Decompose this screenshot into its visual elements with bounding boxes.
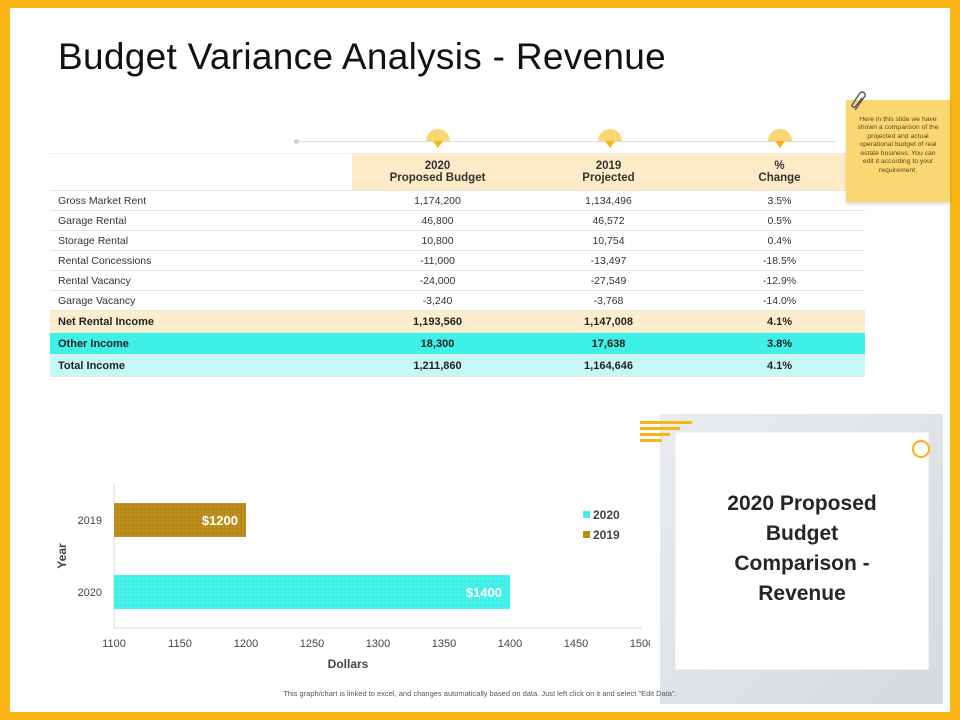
header-line: Change [758, 172, 801, 184]
table-header-row: 2020 Proposed Budget 2019 Projected % Ch… [50, 153, 865, 191]
table-row: Garage Rental 46,800 46,572 0.5% [50, 210, 865, 231]
cell-projected: -27,549 [523, 270, 694, 291]
header-line: 2019 [595, 160, 622, 172]
cell-budget: 1,211,860 [352, 354, 523, 377]
bar-2019 [114, 503, 246, 537]
cell-projected: 1,164,646 [523, 354, 694, 377]
cell-budget: 10,800 [352, 230, 523, 251]
cell-projected: 17,638 [523, 332, 694, 355]
column-marker-icon [426, 129, 450, 148]
budget-table-container: 2020 Proposed Budget 2019 Projected % Ch… [50, 153, 865, 377]
budget-table: 2020 Proposed Budget 2019 Projected % Ch… [50, 153, 865, 377]
card-ring-icon [912, 440, 930, 458]
cell-budget: -24,000 [352, 270, 523, 291]
column-marker-icon [598, 129, 622, 148]
cell-projected: 46,572 [523, 210, 694, 231]
cell-budget: 1,193,560 [352, 310, 523, 333]
y-axis-label: Year [55, 543, 69, 569]
header-line: 2020 [424, 160, 451, 172]
row-label: Other Income [50, 332, 352, 355]
x-tick-label: 1350 [432, 638, 456, 650]
bar-data-label: $1200 [202, 513, 238, 528]
cell-change: -12.9% [694, 270, 865, 291]
card-title-line: Revenue [758, 582, 846, 605]
header-proposed-budget: 2020 Proposed Budget [352, 153, 523, 191]
cell-change: 4.1% [694, 310, 865, 333]
column-track-line [296, 141, 836, 142]
row-label: Garage Vacancy [50, 290, 352, 311]
header-projected: 2019 Projected [523, 153, 694, 191]
cell-budget: -11,000 [352, 250, 523, 271]
cell-projected: 10,754 [523, 230, 694, 251]
cell-change: -18.5% [694, 250, 865, 271]
row-label: Garage Rental [50, 210, 352, 231]
cell-change: 3.8% [694, 332, 865, 355]
x-tick-label: 1400 [498, 638, 522, 650]
card-title-line: Budget [765, 522, 839, 545]
footnote: This graph/chart is linked to excel, and… [283, 689, 677, 698]
x-axis-label: Dollars [328, 657, 369, 671]
legend-label: 2019 [593, 528, 620, 542]
cell-projected: -3,768 [523, 290, 694, 311]
card-title: 2020 Proposed Budget Comparison - Revenu… [676, 489, 928, 609]
row-label: Gross Market Rent [50, 190, 352, 211]
cell-projected: -13,497 [523, 250, 694, 271]
table-row: Garage Vacancy -3,240 -3,768 -14.0% [50, 290, 865, 311]
cell-budget: 1,174,200 [352, 190, 523, 211]
header-line: % [774, 160, 785, 172]
table-row: Gross Market Rent 1,174,200 1,134,496 3.… [50, 190, 865, 211]
card-title-line: 2020 Proposed [727, 492, 877, 515]
header-change: % Change [694, 153, 865, 191]
legend-label: 2020 [593, 508, 620, 522]
cell-budget: 46,800 [352, 210, 523, 231]
cell-budget: -3,240 [352, 290, 523, 311]
x-tick-label: 1150 [168, 638, 192, 650]
summary-row-total-income: Total Income 1,211,860 1,164,646 4.1% [50, 354, 865, 377]
table-row: Rental Concessions -11,000 -13,497 -18.5… [50, 250, 865, 271]
row-label: Rental Vacancy [50, 270, 352, 291]
comparison-card: 2020 Proposed Budget Comparison - Revenu… [675, 432, 929, 670]
x-tick-label: 1450 [564, 638, 588, 650]
row-label: Total Income [50, 354, 352, 377]
cell-change: 0.5% [694, 210, 865, 231]
bar-2020 [114, 575, 510, 609]
card-title-line: Comparison - [734, 552, 870, 575]
legend-swatch [583, 531, 590, 538]
column-marker-icon [768, 129, 792, 148]
paperclip-icon [851, 91, 866, 111]
x-tick-label: 1250 [300, 638, 324, 650]
y-tick-label: 2019 [78, 515, 102, 527]
x-tick-label: 1200 [234, 638, 258, 650]
x-tick-label: 1500 [630, 638, 650, 650]
table-row: Rental Vacancy -24,000 -27,549 -12.9% [50, 270, 865, 291]
summary-row-other-income: Other Income 18,300 17,638 3.8% [50, 332, 865, 355]
x-tick-label: 1100 [102, 638, 126, 650]
bar-data-label: $1400 [466, 585, 502, 600]
cell-change: 0.4% [694, 230, 865, 251]
row-label: Net Rental Income [50, 310, 352, 333]
header-line: Proposed Budget [389, 172, 486, 184]
sticky-note-text: Here in this slide we have shown a compa… [857, 116, 939, 174]
table-row: Storage Rental 10,800 10,754 0.4% [50, 230, 865, 251]
cell-change: -14.0% [694, 290, 865, 311]
cell-change: 3.5% [694, 190, 865, 211]
y-tick-label: 2020 [78, 587, 102, 599]
summary-row-net-rental-income: Net Rental Income 1,193,560 1,147,008 4.… [50, 310, 865, 333]
x-tick-label: 1300 [366, 638, 390, 650]
sticky-note: Here in this slide we have shown a compa… [846, 100, 950, 202]
cell-projected: 1,147,008 [523, 310, 694, 333]
header-blank [50, 153, 352, 191]
row-label: Rental Concessions [50, 250, 352, 271]
cell-change: 4.1% [694, 354, 865, 377]
cell-budget: 18,300 [352, 332, 523, 355]
accent-stripes-icon [640, 421, 692, 442]
header-line: Projected [582, 172, 635, 184]
budget-bar-chart: 1100 1150 1200 1250 1300 1350 1400 1450 1500 Doll… [55, 484, 650, 671]
page-title: Budget Variance Analysis - Revenue [58, 36, 667, 77]
legend-swatch [583, 511, 590, 518]
row-label: Storage Rental [50, 230, 352, 251]
cell-projected: 1,134,496 [523, 190, 694, 211]
